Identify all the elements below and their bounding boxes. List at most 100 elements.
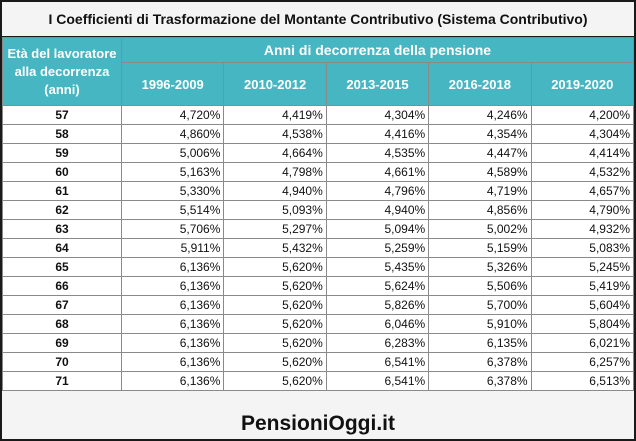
coefficient-cell: 4,657% xyxy=(530,181,635,201)
coefficient-cell: 6,136% xyxy=(120,352,225,372)
age-cell: 70 xyxy=(2,352,122,372)
coefficient-cell: 5,624% xyxy=(325,276,430,296)
coefficient-cell: 5,910% xyxy=(428,314,532,334)
table-row: 60 5,163% 4,798% 4,661% 4,589% 4,532% xyxy=(2,162,635,182)
table-row: 61 5,330% 4,940% 4,796% 4,719% 4,657% xyxy=(2,181,635,201)
coefficient-cell: 4,414% xyxy=(530,143,635,163)
table-body: 57 4,720% 4,419% 4,304% 4,246% 4,200% 58 4,860%… xyxy=(2,105,635,391)
coefficient-cell: 4,246% xyxy=(428,105,532,125)
coefficient-cell: 4,796% xyxy=(325,181,430,201)
age-column-header: Età del lavoratore alla decorrenza (anni… xyxy=(2,37,122,106)
table-row: 69 6,136% 5,620% 6,283% 6,135% 6,021% xyxy=(2,333,635,353)
coefficient-cell: 4,790% xyxy=(530,200,635,220)
age-cell: 63 xyxy=(2,219,122,239)
coefficient-cell: 4,416% xyxy=(325,124,430,144)
coefficient-cell: 4,447% xyxy=(428,143,532,163)
coefficient-cell: 6,046% xyxy=(325,314,430,334)
coefficient-cell: 6,136% xyxy=(120,371,225,391)
coefficient-cell: 6,283% xyxy=(325,333,430,353)
coefficient-cell: 6,541% xyxy=(325,352,430,372)
coefficient-cell: 5,435% xyxy=(325,257,430,277)
coefficient-cell: 5,083% xyxy=(530,238,635,258)
coefficient-cell: 6,257% xyxy=(530,352,635,372)
period-header: 2016-2018 xyxy=(428,62,532,106)
coefficient-cell: 4,661% xyxy=(325,162,430,182)
age-cell: 58 xyxy=(2,124,122,144)
period-header: 1996-2009 xyxy=(120,62,225,106)
table-row: 68 6,136% 5,620% 6,046% 5,910% 5,804% xyxy=(2,314,635,334)
coefficient-cell: 5,620% xyxy=(223,276,327,296)
age-cell: 62 xyxy=(2,200,122,220)
table-row: 59 5,006% 4,664% 4,535% 4,447% 4,414% xyxy=(2,143,635,163)
coefficient-cell: 4,719% xyxy=(428,181,532,201)
coefficient-cell: 5,094% xyxy=(325,219,430,239)
period-header: 2010-2012 xyxy=(223,62,327,106)
table-row: 58 4,860% 4,538% 4,416% 4,354% 4,304% xyxy=(2,124,635,144)
coefficient-cell: 5,297% xyxy=(223,219,327,239)
table-row: 62 5,514% 5,093% 4,940% 4,856% 4,790% xyxy=(2,200,635,220)
age-cell: 68 xyxy=(2,314,122,334)
coefficient-cell: 4,354% xyxy=(428,124,532,144)
coefficient-cell: 5,514% xyxy=(120,200,225,220)
coefficient-cell: 4,860% xyxy=(120,124,225,144)
coefficient-cell: 5,330% xyxy=(120,181,225,201)
period-group-header: Anni di decorrenza della pensione xyxy=(121,37,634,63)
table-row: 66 6,136% 5,620% 5,624% 5,506% 5,419% xyxy=(2,276,635,296)
coefficient-cell: 6,136% xyxy=(120,295,225,315)
period-header: 2019-2020 xyxy=(530,62,635,106)
brand-logo: PensioniOggi.it xyxy=(2,409,634,439)
coefficient-cell: 6,136% xyxy=(120,276,225,296)
coefficient-cell: 4,538% xyxy=(223,124,327,144)
age-cell: 57 xyxy=(2,105,122,125)
coefficient-cell: 6,513% xyxy=(530,371,635,391)
coefficients-table: Età del lavoratore alla decorrenza (anni… xyxy=(2,37,635,391)
coefficient-cell: 4,535% xyxy=(325,143,430,163)
age-cell: 61 xyxy=(2,181,122,201)
age-cell: 60 xyxy=(2,162,122,182)
age-cell: 65 xyxy=(2,257,122,277)
table-row: 71 6,136% 5,620% 6,541% 6,378% 6,513% xyxy=(2,371,635,391)
coefficient-cell: 5,326% xyxy=(428,257,532,277)
coefficient-cell: 6,135% xyxy=(428,333,532,353)
coefficient-cell: 5,911% xyxy=(120,238,225,258)
coefficient-cell: 4,720% xyxy=(120,105,225,125)
coefficient-cell: 5,163% xyxy=(120,162,225,182)
coefficient-cell: 6,136% xyxy=(120,314,225,334)
coefficient-cell: 5,826% xyxy=(325,295,430,315)
age-cell: 64 xyxy=(2,238,122,258)
coefficient-cell: 4,200% xyxy=(530,105,635,125)
coefficient-cell: 5,419% xyxy=(530,276,635,296)
table-title: I Coefficienti di Trasformazione del Mon… xyxy=(2,2,634,37)
coefficient-cell: 4,798% xyxy=(223,162,327,182)
coefficient-cell: 5,245% xyxy=(530,257,635,277)
coefficient-cell: 5,620% xyxy=(223,352,327,372)
table-row: 67 6,136% 5,620% 5,826% 5,700% 5,604% xyxy=(2,295,635,315)
coefficient-cell: 4,419% xyxy=(223,105,327,125)
coefficient-cell: 6,136% xyxy=(120,333,225,353)
coefficient-cell: 5,620% xyxy=(223,314,327,334)
coefficient-cell: 4,304% xyxy=(530,124,635,144)
age-cell: 59 xyxy=(2,143,122,163)
coefficient-cell: 6,541% xyxy=(325,371,430,391)
coefficient-cell: 5,093% xyxy=(223,200,327,220)
period-header: 2013-2015 xyxy=(325,62,430,106)
coefficient-cell: 4,304% xyxy=(325,105,430,125)
table-row: 70 6,136% 5,620% 6,541% 6,378% 6,257% xyxy=(2,352,635,372)
coefficient-cell: 4,940% xyxy=(223,181,327,201)
coefficient-cell: 5,620% xyxy=(223,257,327,277)
table-row: 64 5,911% 5,432% 5,259% 5,159% 5,083% xyxy=(2,238,635,258)
coefficient-cell: 5,259% xyxy=(325,238,430,258)
age-cell: 67 xyxy=(2,295,122,315)
coefficient-cell: 4,532% xyxy=(530,162,635,182)
coefficient-cell: 5,604% xyxy=(530,295,635,315)
age-cell: 71 xyxy=(2,371,122,391)
coefficient-cell: 6,021% xyxy=(530,333,635,353)
table-row: 63 5,706% 5,297% 5,094% 5,002% 4,932% xyxy=(2,219,635,239)
coefficient-cell: 5,002% xyxy=(428,219,532,239)
coefficient-cell: 4,589% xyxy=(428,162,532,182)
coefficient-cell: 4,932% xyxy=(530,219,635,239)
coefficient-cell: 5,804% xyxy=(530,314,635,334)
age-cell: 66 xyxy=(2,276,122,296)
coefficient-cell: 4,940% xyxy=(325,200,430,220)
